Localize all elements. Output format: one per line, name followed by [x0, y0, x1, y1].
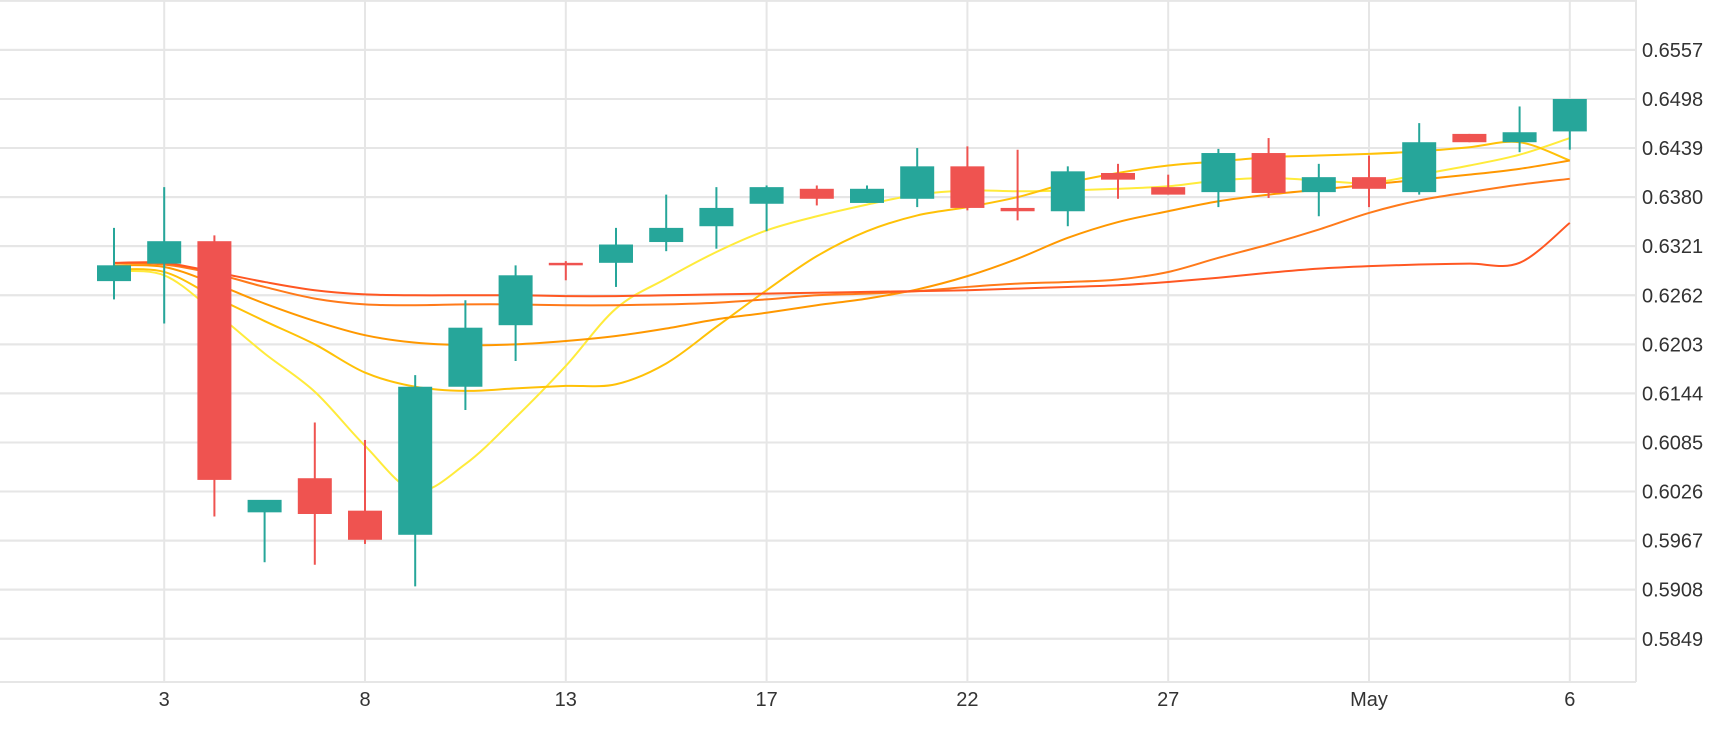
candle-body	[197, 241, 232, 480]
y-tick-label: 0.5967	[1642, 531, 1703, 553]
candle-down	[950, 146, 985, 211]
y-tick-label: 0.5849	[1642, 629, 1703, 651]
candle-up	[1402, 123, 1437, 195]
candle-body	[950, 166, 985, 208]
x-tick-label: 6	[1564, 689, 1575, 711]
candle-body	[97, 265, 131, 282]
candle-body	[900, 166, 935, 199]
candle-up	[699, 187, 734, 249]
candle-up	[147, 187, 182, 324]
x-tick-label: 27	[1157, 689, 1179, 711]
candle-body	[799, 188, 834, 199]
y-tick-label: 0.6557	[1642, 40, 1703, 62]
x-tick-label: 22	[956, 689, 978, 711]
candle-up	[599, 227, 633, 287]
candle-body	[1301, 177, 1336, 193]
candle-body	[297, 478, 332, 514]
candle-body	[147, 241, 182, 264]
y-tick-label: 0.6498	[1642, 89, 1703, 111]
candle-up	[448, 300, 483, 411]
candle-down	[197, 235, 232, 517]
y-tick-label: 0.6380	[1642, 187, 1703, 209]
candle-body	[1000, 207, 1035, 212]
candle-body	[498, 275, 533, 326]
candle-body	[850, 188, 884, 203]
candle-body	[1050, 171, 1085, 212]
candle-up	[398, 375, 433, 587]
candle-body	[1201, 153, 1236, 193]
candle-down	[1101, 163, 1135, 199]
candle-body	[448, 327, 483, 387]
candle-body	[1552, 98, 1587, 132]
candle-body	[749, 187, 784, 204]
moving-average-line	[113, 177, 1570, 307]
y-tick-label: 0.6321	[1642, 236, 1703, 258]
x-tick-label: 8	[359, 689, 370, 711]
candle-body	[1151, 187, 1186, 195]
candle-up	[1201, 148, 1236, 208]
candle-down	[548, 261, 583, 281]
candle-body	[548, 262, 583, 266]
candle-body	[599, 244, 633, 263]
candle-down	[1452, 133, 1487, 143]
moving-average-layer	[113, 137, 1571, 492]
candle-body	[247, 499, 282, 513]
candle-body	[1101, 172, 1135, 180]
candle-body	[1452, 133, 1487, 143]
candle-down	[1000, 149, 1035, 221]
y-tick-label: 0.5908	[1642, 580, 1703, 602]
candle-body	[649, 227, 684, 243]
candle-body	[398, 386, 433, 535]
y-tick-label: 0.6144	[1642, 383, 1703, 405]
x-tick-label: 17	[755, 689, 777, 711]
candle-body	[1502, 132, 1537, 143]
candle-up	[97, 227, 131, 300]
candle-up	[1502, 106, 1537, 153]
moving-average-line	[113, 222, 1571, 298]
candle-up	[900, 148, 935, 208]
candle-down	[297, 422, 332, 565]
y-tick-label: 0.6085	[1642, 432, 1703, 454]
x-tick-label: 3	[159, 689, 170, 711]
candle-up	[1552, 98, 1587, 150]
grid-layer	[0, 0, 1636, 682]
y-tick-label: 0.6439	[1642, 138, 1703, 160]
candles-layer	[97, 98, 1587, 587]
moving-average-line	[113, 137, 1571, 492]
candle-up	[1301, 163, 1336, 217]
candle-body	[1402, 142, 1437, 193]
y-tick-label: 0.6203	[1642, 334, 1703, 356]
moving-average-line	[113, 140, 1571, 392]
candle-up	[850, 185, 884, 203]
candle-down	[1251, 138, 1286, 198]
moving-average-line	[113, 159, 1570, 347]
y-tick-label: 0.6026	[1642, 482, 1703, 504]
candle-down	[1151, 174, 1186, 195]
axis-layer: 0.6557 0.6498 0.6439 0.6380 0.6321 0.6262 0.62…	[0, 0, 1703, 711]
candle-up	[247, 499, 282, 563]
x-tick-label: 13	[555, 689, 577, 711]
x-tick-label: May	[1350, 689, 1388, 711]
candle-up	[749, 185, 784, 232]
candle-body	[699, 207, 734, 227]
candle-down	[348, 439, 382, 544]
y-tick-label: 0.6262	[1642, 285, 1703, 307]
candle-up	[498, 265, 533, 361]
candle-down	[1352, 155, 1386, 208]
candle-body	[348, 510, 382, 540]
candle-body	[1251, 153, 1286, 193]
candle-up	[1050, 166, 1085, 227]
candle-down	[799, 185, 834, 206]
candle-up	[649, 194, 684, 252]
candle-body	[1352, 177, 1386, 189]
